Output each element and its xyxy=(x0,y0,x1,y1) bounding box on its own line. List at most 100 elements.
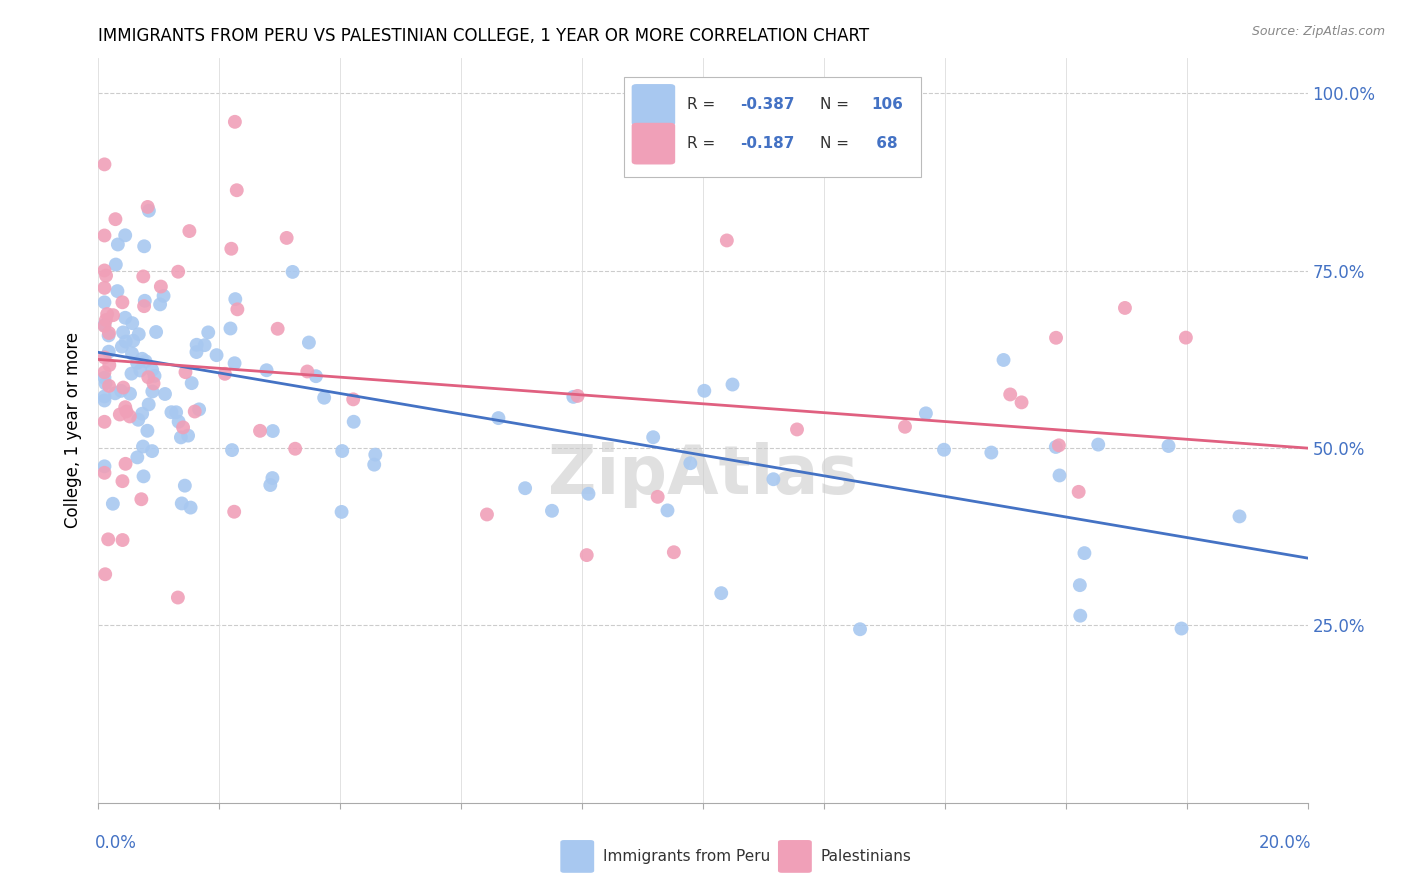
Point xyxy=(786,422,808,436)
Point xyxy=(177,428,200,442)
Point xyxy=(94,567,117,582)
Point xyxy=(172,420,194,434)
Point xyxy=(93,370,115,384)
Point xyxy=(93,157,115,171)
Point xyxy=(1157,439,1180,453)
Point xyxy=(330,505,353,519)
Point xyxy=(121,367,143,381)
Point xyxy=(125,356,148,370)
Point xyxy=(205,348,228,362)
Point xyxy=(165,405,187,419)
Point xyxy=(188,402,211,417)
Point xyxy=(578,487,600,501)
Point xyxy=(127,450,149,465)
Point xyxy=(96,307,118,321)
Point xyxy=(112,326,135,340)
Point xyxy=(115,404,138,418)
Point xyxy=(488,411,510,425)
Point xyxy=(262,471,284,485)
Point xyxy=(108,408,131,422)
Point xyxy=(111,340,134,354)
Point xyxy=(112,380,135,394)
Point xyxy=(541,504,564,518)
Point xyxy=(894,419,917,434)
Point xyxy=(134,239,156,253)
Point xyxy=(1049,468,1071,483)
Point xyxy=(136,200,159,214)
Text: IMMIGRANTS FROM PERU VS PALESTINIAN COLLEGE, 1 YEAR OR MORE CORRELATION CHART: IMMIGRANTS FROM PERU VS PALESTINIAN COLL… xyxy=(98,28,869,45)
Point xyxy=(1069,608,1091,623)
Y-axis label: College, 1 year or more: College, 1 year or more xyxy=(65,333,83,528)
Point xyxy=(314,391,336,405)
FancyBboxPatch shape xyxy=(561,840,595,872)
Point xyxy=(679,456,702,470)
Point xyxy=(214,367,236,381)
Point xyxy=(298,335,321,350)
Point xyxy=(710,586,733,600)
Point xyxy=(145,325,167,339)
Point xyxy=(97,533,120,547)
Point xyxy=(197,326,219,340)
Point xyxy=(1047,438,1070,452)
Point xyxy=(138,203,160,218)
Point xyxy=(342,392,364,407)
Point xyxy=(114,334,136,349)
Point xyxy=(93,393,115,408)
Point xyxy=(141,363,163,377)
Point xyxy=(93,466,115,480)
Point xyxy=(643,430,665,444)
Point xyxy=(110,384,132,398)
Point xyxy=(762,472,785,486)
Point xyxy=(575,548,598,562)
Point xyxy=(104,258,127,272)
Point xyxy=(256,363,278,377)
Text: 68: 68 xyxy=(872,136,897,151)
Point xyxy=(662,545,685,559)
Point xyxy=(101,308,124,322)
Point xyxy=(132,469,155,483)
Point xyxy=(111,474,134,488)
Point xyxy=(343,415,366,429)
FancyBboxPatch shape xyxy=(624,77,921,178)
Point xyxy=(184,404,207,418)
Point xyxy=(149,297,172,311)
Point xyxy=(94,376,117,391)
Point xyxy=(160,405,183,419)
FancyBboxPatch shape xyxy=(778,840,811,872)
Point xyxy=(132,440,155,454)
FancyBboxPatch shape xyxy=(631,84,675,126)
Point xyxy=(118,386,141,401)
Point xyxy=(129,363,152,377)
Point xyxy=(122,334,145,348)
Point xyxy=(111,295,134,310)
Point xyxy=(93,318,115,332)
Point xyxy=(993,353,1015,368)
Point xyxy=(170,430,193,444)
Point xyxy=(194,338,217,352)
Point xyxy=(305,369,328,384)
Point xyxy=(143,368,166,383)
Point xyxy=(567,389,589,403)
Point xyxy=(131,407,153,421)
Point xyxy=(104,386,127,401)
Point xyxy=(152,289,174,303)
Text: Palestinians: Palestinians xyxy=(820,849,911,864)
Point xyxy=(93,415,115,429)
Point xyxy=(111,533,134,547)
Point xyxy=(114,310,136,325)
Point xyxy=(284,442,307,456)
Text: ZipAtlas: ZipAtlas xyxy=(548,442,858,508)
Point xyxy=(121,316,143,330)
Point xyxy=(1087,437,1109,451)
Point xyxy=(1170,622,1192,636)
Text: 20.0%: 20.0% xyxy=(1258,834,1312,852)
Point xyxy=(167,265,190,279)
Point xyxy=(136,370,159,384)
Point xyxy=(167,591,190,605)
Point xyxy=(1045,331,1067,345)
Point xyxy=(186,338,208,352)
Point xyxy=(693,384,716,398)
Point xyxy=(657,503,679,517)
Point xyxy=(94,313,117,327)
Text: R =: R = xyxy=(688,97,720,112)
